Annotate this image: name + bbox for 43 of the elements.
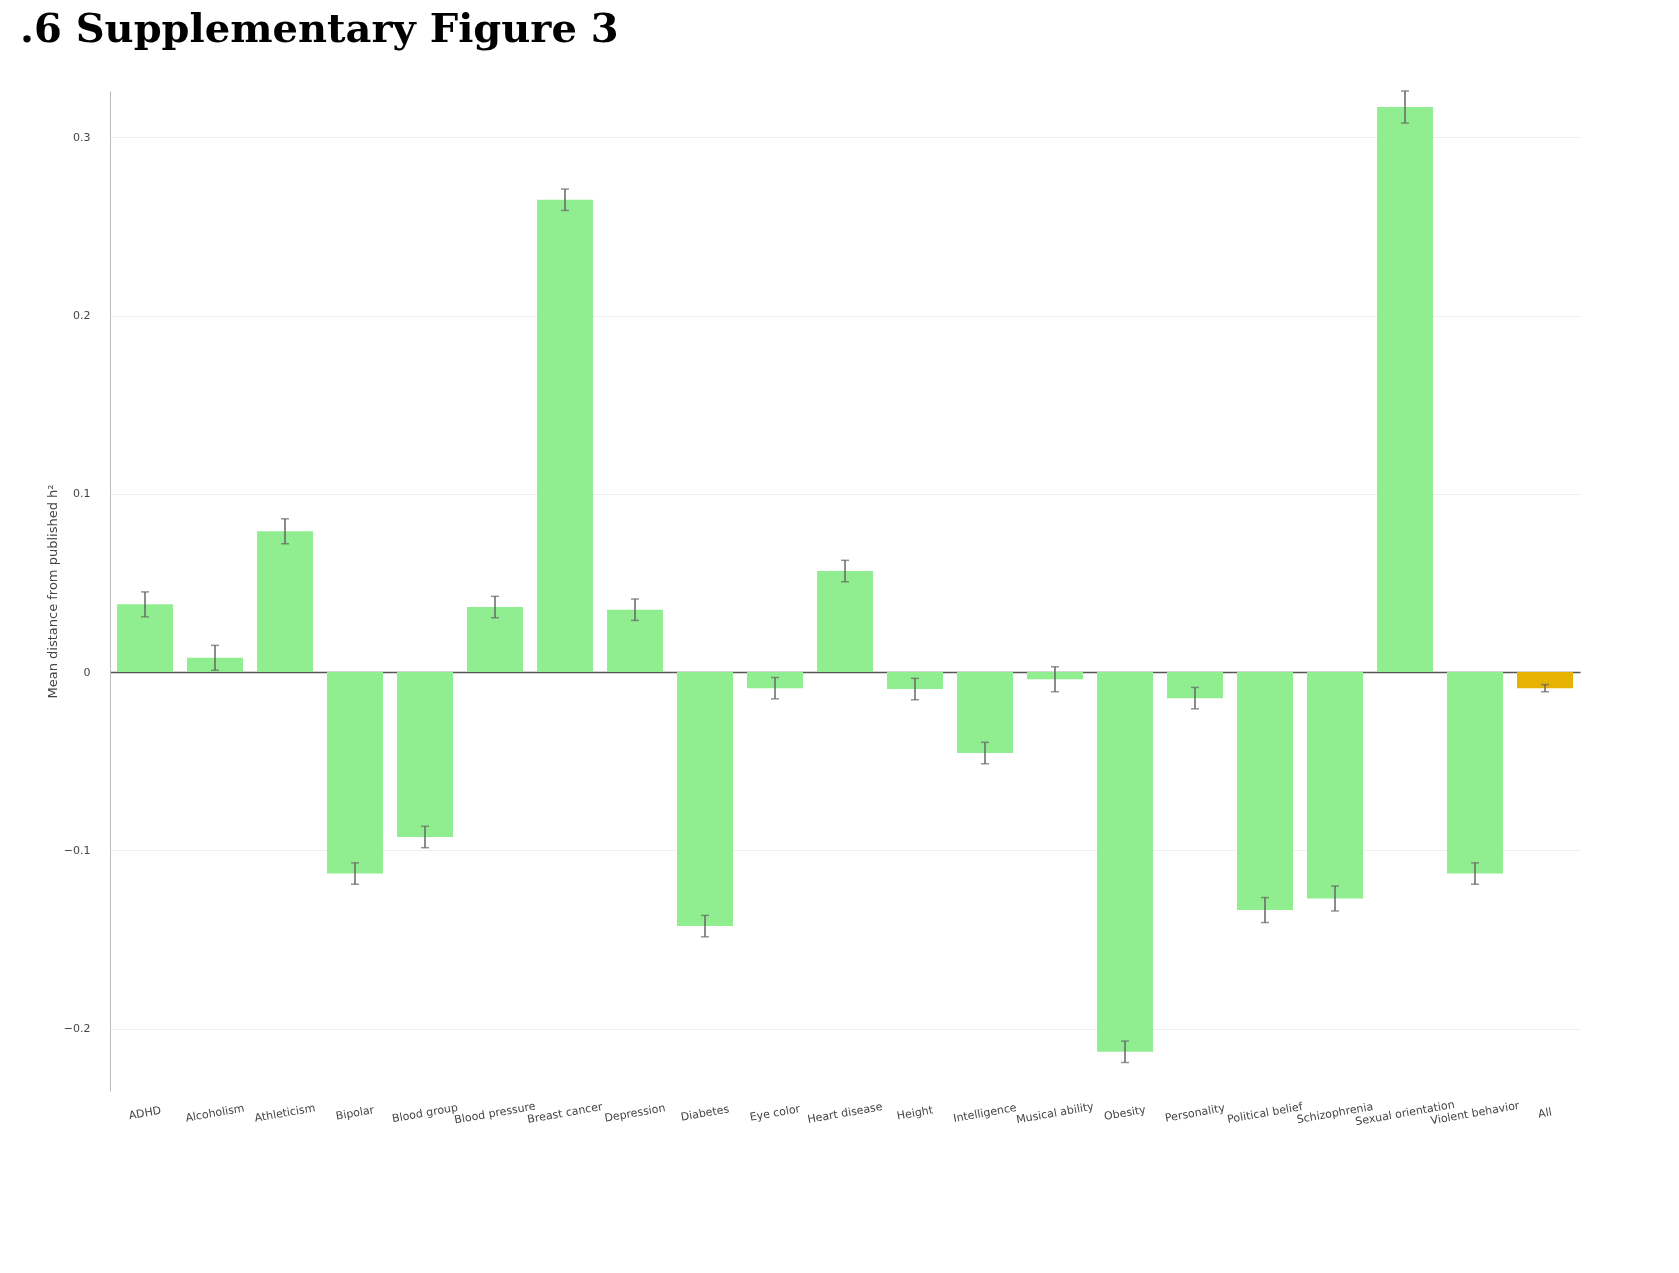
x-tick-label: Musical ability	[1015, 1099, 1096, 1127]
bar	[747, 672, 803, 689]
bar	[257, 531, 313, 673]
bar	[1447, 672, 1503, 874]
y-tick-label: 0	[83, 665, 91, 679]
bar	[327, 672, 383, 874]
x-tick-label: Obesity	[1103, 1102, 1148, 1124]
x-tick-label: Height	[895, 1103, 935, 1123]
x-tick-label: Intelligence	[952, 1101, 1018, 1125]
bar	[187, 657, 243, 673]
bar	[1237, 672, 1293, 911]
bar	[817, 571, 873, 673]
bar	[1517, 672, 1573, 689]
x-tick-label: Athleticism	[253, 1101, 317, 1125]
bar	[887, 672, 943, 690]
y-tick-label: −0.2	[63, 1022, 91, 1036]
chart-title: .6 Supplementary Figure 3	[20, 4, 619, 52]
bar	[957, 672, 1013, 754]
bar	[117, 604, 173, 673]
y-tick-label: 0.2	[73, 309, 91, 323]
bar	[467, 607, 523, 673]
x-tick-label: Diabetes	[679, 1102, 731, 1124]
x-tick-label: Eye color	[748, 1102, 802, 1124]
y-tick-label: 0.3	[73, 130, 91, 144]
bar	[1307, 672, 1363, 899]
y-tick-label: 0.1	[73, 487, 91, 501]
x-tick-label: All	[1537, 1105, 1553, 1121]
bar	[677, 672, 733, 927]
y-axis-title: Mean distance from published h²	[44, 484, 60, 699]
bar	[397, 672, 453, 837]
bar	[537, 199, 593, 673]
bar	[1377, 107, 1433, 673]
x-tick-label: Bipolar	[334, 1103, 376, 1123]
x-tick-label: Depression	[603, 1101, 667, 1125]
x-tick-label: ADHD	[127, 1103, 163, 1123]
bar	[1167, 672, 1223, 699]
y-tick-label: −0.1	[63, 843, 91, 857]
x-tick-label: Alcoholism	[184, 1101, 246, 1125]
x-tick-label: Personality	[1163, 1101, 1227, 1125]
bar	[1097, 672, 1153, 1052]
bar	[607, 609, 663, 673]
bar	[1027, 672, 1083, 680]
x-tick-label: Heart disease	[806, 1099, 884, 1126]
